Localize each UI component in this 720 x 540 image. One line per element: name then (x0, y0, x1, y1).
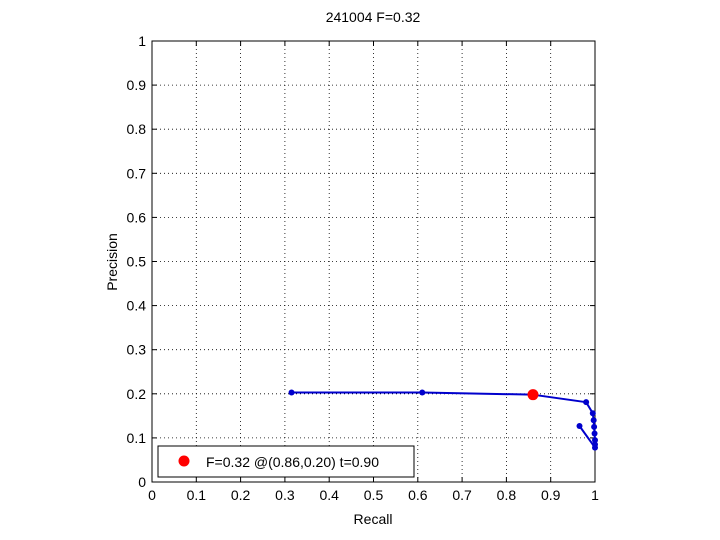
y-tick-label: 0.1 (127, 430, 147, 446)
y-tick-label: 0.6 (127, 209, 147, 225)
x-tick-label: 1 (591, 487, 599, 503)
x-tick-label: 0.7 (452, 487, 472, 503)
series-line (291, 391, 596, 449)
x-tick-label: 0.8 (497, 487, 517, 503)
chart-title: 241004 F=0.32 (326, 9, 421, 25)
y-tick-label: 0.4 (127, 298, 147, 314)
x-tick-label: 0.1 (187, 487, 207, 503)
y-tick-label: 0.2 (127, 386, 147, 402)
y-tick-label: 0.5 (127, 254, 147, 270)
grid-lines (152, 41, 595, 482)
legend: F=0.32 @(0.86,0.20) t=0.90 (157, 445, 415, 478)
y-tick-label: 0.7 (127, 165, 147, 181)
series-point (592, 437, 598, 444)
x-tick-label: 0.4 (319, 487, 339, 503)
x-tick-label: 0.2 (231, 487, 251, 503)
x-tick-label: 0.3 (275, 487, 295, 503)
x-tick-label: 0.6 (408, 487, 428, 503)
best-f-point (527, 389, 539, 401)
y-tick-label: 0.9 (127, 77, 147, 93)
series-point (419, 389, 426, 396)
series-point (592, 444, 598, 451)
series-point (576, 422, 583, 429)
y-tick-label: 0.3 (127, 342, 147, 358)
legend-marker (178, 455, 190, 467)
series-point (583, 399, 590, 406)
series-point (591, 430, 598, 437)
x-tick-label: 0 (148, 487, 156, 503)
x-tick-label: 0.9 (541, 487, 561, 503)
series-point (589, 410, 596, 417)
y-tick-label: 0.8 (127, 121, 147, 137)
x-tick-label: 0.5 (364, 487, 384, 503)
legend-box (157, 445, 415, 478)
axis-ticks: 0 0.1 0.2 0.3 0.4 0.5 0.6 0.7 0.8 0.9 1 0 0.1 0.2 0.3 0… (127, 33, 600, 503)
y-tick-label: 1 (138, 33, 146, 49)
x-axis-label: Recall (354, 511, 393, 527)
legend-text: F=0.32 @(0.86,0.20) t=0.90 (206, 454, 379, 470)
series-layer (288, 389, 598, 451)
series-point (288, 389, 295, 396)
y-axis-label: Precision (104, 233, 120, 291)
series-point (590, 417, 597, 424)
y-tick-label: 0 (138, 474, 146, 490)
series-point (591, 423, 598, 430)
